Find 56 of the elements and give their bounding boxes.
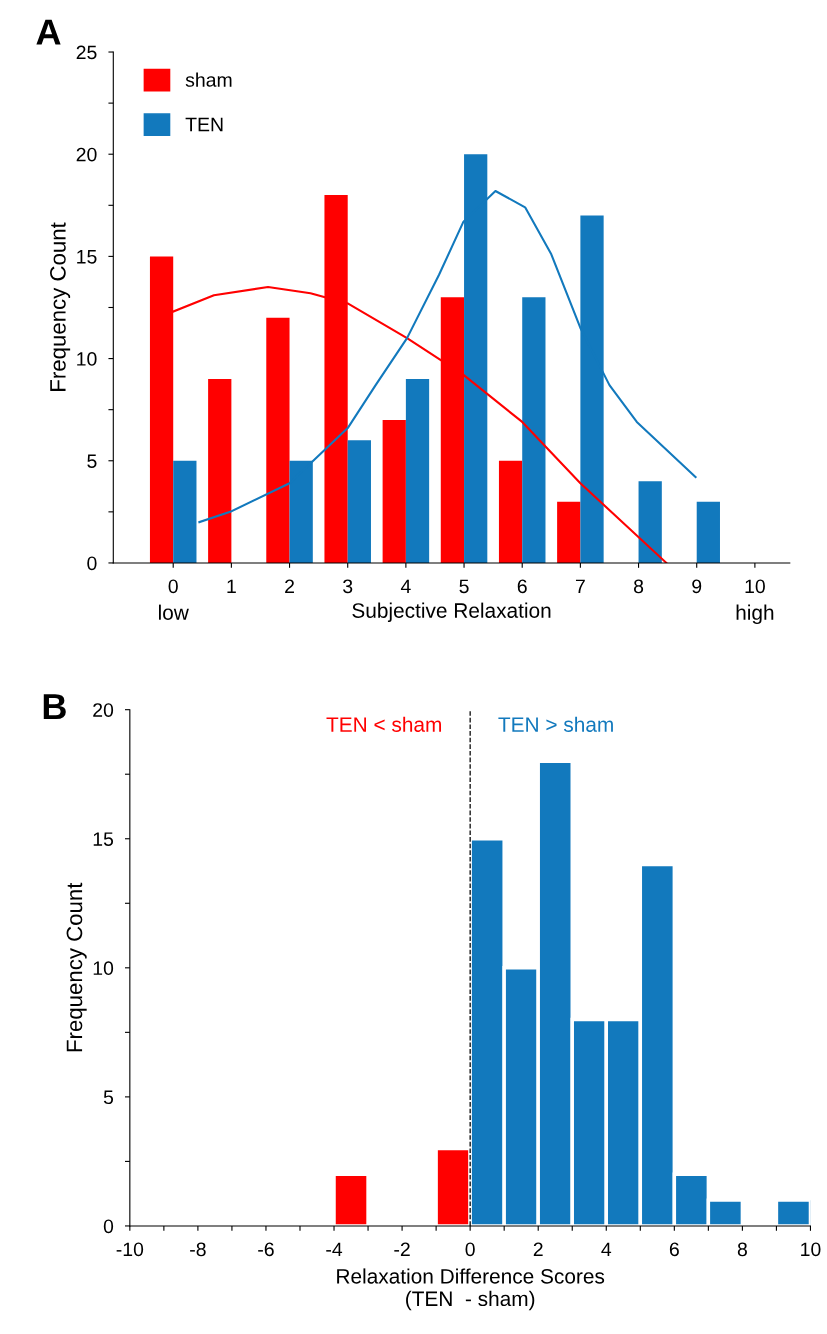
y-tick-label: 15 [77, 250, 97, 264]
x-tick-label: -4 [326, 1242, 343, 1257]
annotation: TEN < sham [326, 716, 441, 732]
x-tick-label: -6 [258, 1242, 274, 1257]
bar [405, 379, 430, 563]
y-tick-label: 10 [77, 352, 97, 366]
x-tick-label: 6 [669, 1242, 679, 1257]
y-tick-label: 25 [76, 45, 97, 60]
y-axis-title: Frequency Count [50, 222, 71, 391]
y-tick-label: 0 [103, 1219, 114, 1234]
bar [347, 440, 371, 563]
y-tick-label: 15 [93, 832, 114, 846]
bar [208, 379, 232, 563]
text: low [158, 604, 189, 620]
x-tick-label: 10 [801, 1242, 821, 1257]
y-tick-label: 10 [93, 961, 114, 976]
bar [173, 460, 197, 563]
x-tick-label: 4 [601, 1242, 612, 1257]
x-tick-label: -8 [190, 1242, 206, 1257]
y-tick-label: 5 [87, 454, 97, 468]
bar [266, 317, 290, 563]
y-tick-label: 5 [103, 1090, 114, 1105]
annotation: TEN > sham [498, 716, 613, 732]
bar [638, 481, 662, 563]
y-tick-label: 0 [87, 556, 97, 571]
x-tick-label: 9 [692, 579, 702, 594]
x-tick-label: 10 [745, 579, 765, 594]
y-tick-label: 20 [76, 147, 97, 162]
x-tick-label: 3 [343, 579, 353, 594]
x-tick-label: -10 [116, 1242, 144, 1257]
x-tick-label: 8 [633, 579, 644, 594]
x-tick-label: 0 [168, 579, 178, 594]
chart-title: A [36, 19, 61, 45]
legend-label: sham [185, 72, 232, 87]
x-tick-label: -2 [394, 1242, 410, 1257]
bar [498, 460, 523, 563]
x-tick-label: 4 [400, 579, 411, 594]
x-tick-label: 2 [533, 1242, 543, 1257]
bar [382, 419, 406, 563]
x-axis-title: Relaxation Difference Scores (TEN - sham) [337, 1268, 605, 1311]
x-tick-label: 7 [575, 579, 585, 594]
x-tick-label: 0 [465, 1242, 475, 1257]
x-tick-label: 5 [459, 579, 469, 594]
text: high [736, 604, 774, 625]
bar [557, 501, 581, 563]
chart-title: B [43, 694, 66, 720]
y-tick-label: 20 [93, 703, 114, 717]
x-tick-label: 6 [517, 579, 527, 594]
bar [696, 501, 720, 563]
legend-label: TEN [185, 117, 223, 132]
x-tick-label: 2 [285, 579, 294, 594]
y-axis-title: Frequency Count [66, 882, 87, 1052]
x-tick-label: 1 [227, 579, 236, 594]
x-axis-title: Subjective Relaxation [352, 602, 551, 623]
bar [522, 297, 546, 563]
x-tick-label: 8 [737, 1242, 747, 1257]
